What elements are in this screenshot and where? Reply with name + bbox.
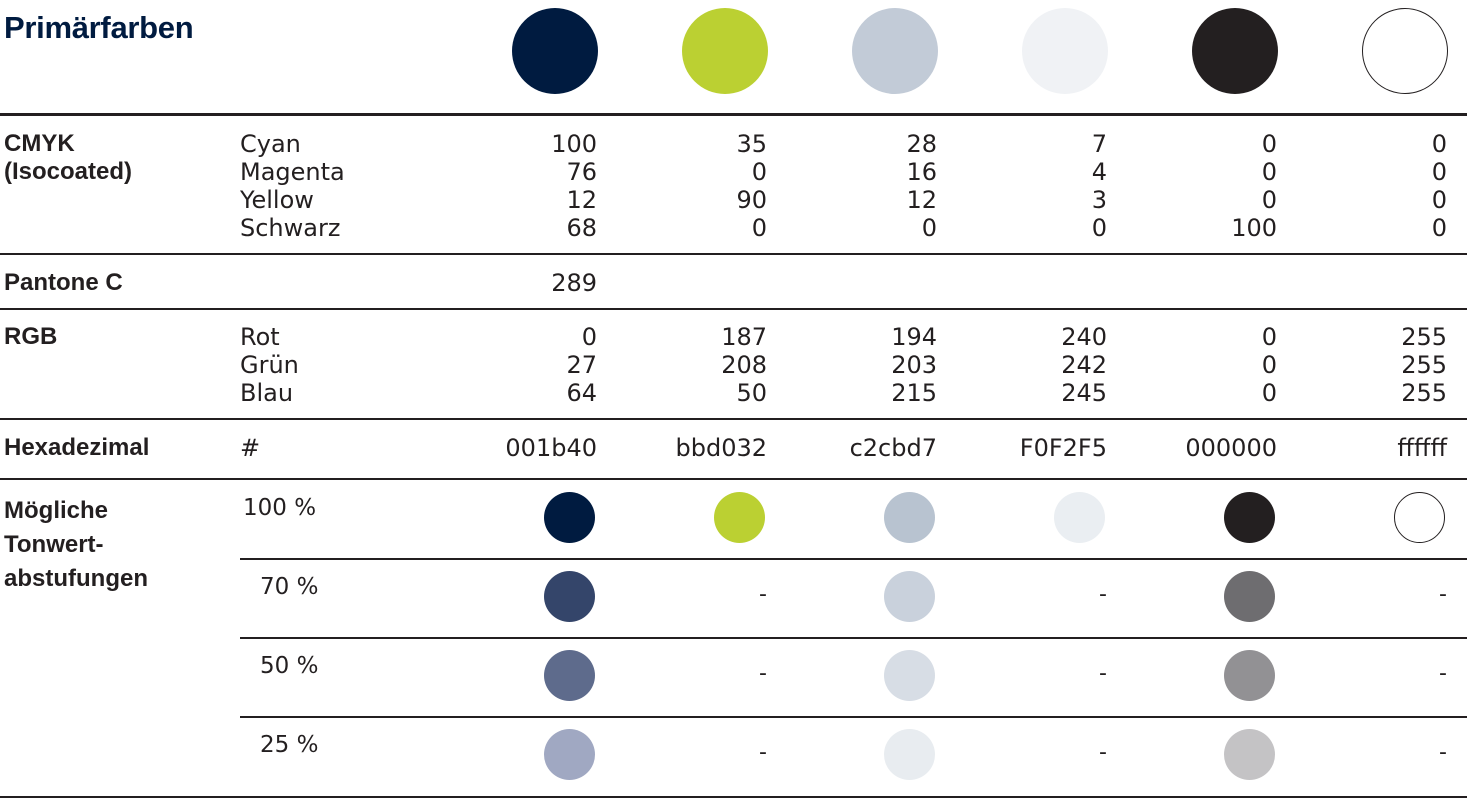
tone-dash-4-2: - [759,740,767,765]
cmyk-col-1: 100 76 12 68 [551,130,597,242]
pantone-value: 289 [551,269,597,297]
cmyk-col-5: 0 0 0 100 [1231,130,1277,242]
cmyk-col-3: 28 16 12 0 [906,130,937,242]
hex-col-6: ffffff [1397,434,1447,462]
tone-swatch-3-1 [544,650,595,701]
tone-swatch-1-5 [1224,492,1275,543]
cmyk-col-4: 7 4 3 0 [1091,130,1107,242]
tone-dash-3-6: - [1439,661,1447,686]
rgb-col-1: 0 27 64 [566,323,597,407]
tone-label-4: 25 % [260,732,319,758]
hex-col-4: F0F2F5 [1019,434,1107,462]
tone-dash-2-6: - [1439,582,1447,607]
pantone-label: Pantone C [4,269,123,296]
hex-col-1: 001b40 [505,434,597,462]
tone-dash-4-6: - [1439,740,1447,765]
cmyk-sublabels: Cyan Magenta Yellow Schwarz [240,130,345,242]
tone-swatch-1-3 [884,492,935,543]
tone-swatch-3-3 [884,650,935,701]
divider-rgb [0,418,1467,420]
tone-dash-3-4: - [1099,661,1107,686]
tone-divider-1 [240,558,1467,560]
bottom-divider [0,796,1467,798]
tone-swatch-2-1 [544,571,595,622]
tone-swatch-3-5 [1224,650,1275,701]
tone-swatch-4-3 [884,729,935,780]
rgb-col-4: 240 242 245 [1061,323,1107,407]
rgb-col-5: 0 0 0 [1261,323,1277,407]
tone-dash-2-4: - [1099,582,1107,607]
rgb-col-2: 187 208 50 [721,323,767,407]
tone-swatch-2-3 [884,571,935,622]
tone-swatch-2-5 [1224,571,1275,622]
page-title: Primärfarben [4,10,194,45]
rgb-col-3: 194 203 215 [891,323,937,407]
rgb-sublabels: Rot Grün Blau [240,323,299,407]
tone-dash-2-2: - [759,582,767,607]
tone-swatch-1-2 [714,492,765,543]
color-swatch-5 [1192,8,1278,94]
tone-swatch-4-1 [544,729,595,780]
tone-dash-3-2: - [759,661,767,686]
color-swatch-1 [512,8,598,94]
color-swatch-3 [852,8,938,94]
hex-label: Hexadezimal [4,434,150,461]
tone-swatch-1-6 [1394,492,1445,543]
rgb-label: RGB [4,323,58,350]
hex-sublabel: # [240,434,261,462]
tone-swatch-1-1 [544,492,595,543]
tones-label: Mögliche Tonwert- abstufungen [4,497,148,592]
hex-col-5: 000000 [1185,434,1277,462]
cmyk-col-6: 0 0 0 0 [1431,130,1447,242]
tone-swatch-1-4 [1054,492,1105,543]
color-swatch-6 [1362,8,1448,94]
header-divider [0,113,1467,116]
tone-label-1: 100 % [243,495,317,521]
divider-pantone [0,308,1467,310]
rgb-col-6: 255 255 255 [1401,323,1447,407]
color-swatch-2 [682,8,768,94]
cmyk-col-2: 35 0 90 0 [736,130,767,242]
cmyk-label: CMYK (Isocoated) [4,130,133,185]
divider-hex [0,478,1467,480]
hex-col-3: c2cbd7 [849,434,937,462]
tone-label-3: 50 % [260,653,319,679]
tone-divider-3 [240,716,1467,718]
color-swatch-4 [1022,8,1108,94]
tone-divider-2 [240,637,1467,639]
tone-label-2: 70 % [260,574,319,600]
hex-col-2: bbd032 [675,434,767,462]
divider-cmyk [0,253,1467,255]
tone-dash-4-4: - [1099,740,1107,765]
tone-swatch-4-5 [1224,729,1275,780]
